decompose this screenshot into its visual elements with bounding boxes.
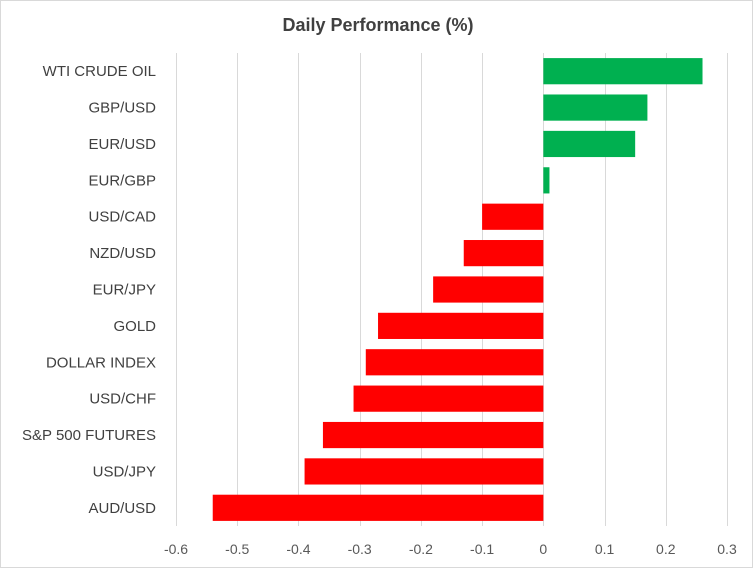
category-label: EUR/USD bbox=[88, 136, 156, 153]
category-label: USD/CAD bbox=[88, 209, 156, 226]
category-label: USD/CHF bbox=[89, 391, 156, 408]
x-tick-labels: -0.6 -0.5 -0.4 -0.3 -0.2 -0.1 0 0.1 0.2 0.3 bbox=[164, 541, 737, 557]
x-tick-label: 0.3 bbox=[717, 541, 737, 557]
bar bbox=[433, 276, 544, 303]
chart-title: Daily Performance (%) bbox=[282, 15, 473, 35]
bar bbox=[543, 94, 648, 121]
category-label: NZD/USD bbox=[89, 245, 156, 262]
bar bbox=[543, 167, 550, 194]
bar bbox=[463, 240, 544, 267]
category-label: DOLLAR INDEX bbox=[46, 354, 156, 371]
bar bbox=[543, 58, 703, 85]
category-labels: WTI CRUDE OIL GBP/USD EUR/USD EUR/GBP USD/CA… bbox=[22, 63, 156, 517]
x-tick-label: -0.5 bbox=[225, 541, 249, 557]
bar bbox=[482, 203, 544, 230]
x-tick-label: 0 bbox=[539, 541, 547, 557]
x-tick-label: -0.3 bbox=[348, 541, 372, 557]
category-label: EUR/GBP bbox=[88, 172, 156, 189]
category-label: S&P 500 FUTURES bbox=[22, 427, 156, 444]
bars bbox=[212, 58, 703, 521]
bar bbox=[353, 385, 544, 412]
x-tick-label: -0.1 bbox=[470, 541, 494, 557]
category-label: GOLD bbox=[113, 318, 156, 335]
x-tick-label: 0.1 bbox=[595, 541, 615, 557]
bar bbox=[322, 421, 544, 449]
x-tick-label: -0.2 bbox=[409, 541, 433, 557]
category-label: EUR/JPY bbox=[93, 282, 156, 299]
category-label: USD/JPY bbox=[93, 463, 156, 480]
category-label: GBP/USD bbox=[88, 100, 156, 117]
bar bbox=[304, 458, 544, 485]
bar bbox=[212, 494, 544, 521]
bar bbox=[365, 349, 544, 376]
bar bbox=[378, 312, 544, 339]
category-label: AUD/USD bbox=[88, 500, 156, 517]
x-tick-label: -0.6 bbox=[164, 541, 188, 557]
bar bbox=[543, 130, 636, 158]
x-tick-label: -0.4 bbox=[286, 541, 310, 557]
x-tick-label: 0.2 bbox=[656, 541, 676, 557]
category-label: WTI CRUDE OIL bbox=[43, 63, 156, 80]
